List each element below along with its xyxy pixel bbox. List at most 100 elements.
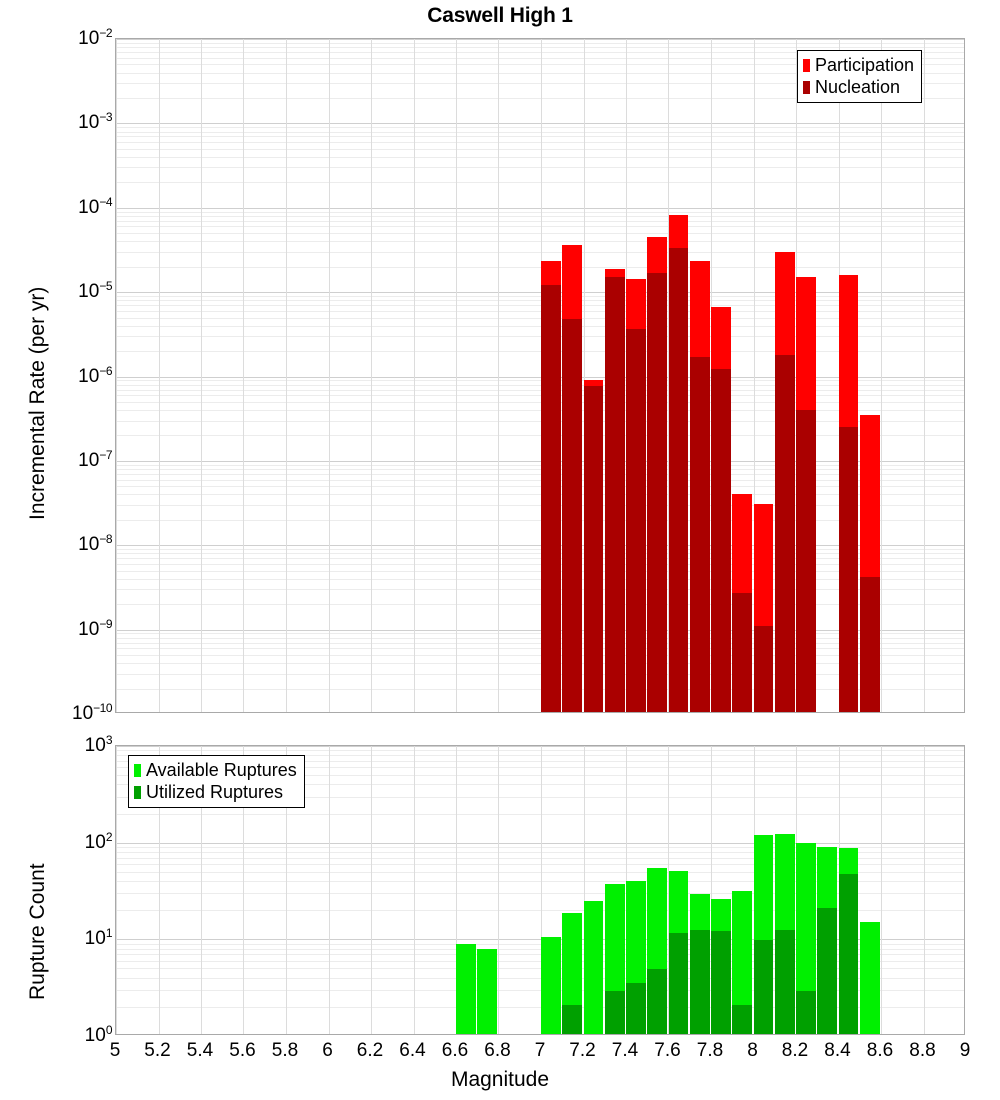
- gridline-major: [116, 629, 964, 631]
- y-tick-top: 10−8: [78, 532, 112, 556]
- y-tick-top: 10−6: [78, 363, 112, 387]
- gridline-minor: [116, 968, 964, 970]
- bar: [859, 39, 880, 712]
- bar: [796, 746, 816, 1034]
- bar-segment-inner: [796, 409, 816, 712]
- x-tick: 6.4: [399, 1040, 426, 1061]
- gridline-vertical: [286, 746, 287, 1034]
- gridline-minor: [116, 960, 964, 962]
- bar: [753, 746, 774, 1034]
- legend-label-available-ruptures: Available Ruptures: [146, 760, 297, 780]
- gridline-minor: [116, 226, 964, 228]
- x-tick: 6.6: [441, 1040, 469, 1061]
- legend-label-participation: Participation: [815, 55, 915, 75]
- bar: [583, 746, 604, 1034]
- gridline-minor: [116, 127, 964, 129]
- bar-segment-inner: [604, 990, 625, 1034]
- bar-segment-outer: [541, 937, 561, 1034]
- gridline-vertical: [159, 746, 160, 1034]
- gridline-minor: [116, 977, 964, 979]
- bottom-y-axis-title: Rupture Count: [26, 863, 49, 1000]
- gridline-major: [116, 207, 964, 209]
- bar-segment-inner: [626, 982, 646, 1034]
- gridline-major: [116, 545, 964, 547]
- y-tick-top: 10−7: [78, 447, 112, 472]
- bar-segment-inner: [604, 276, 625, 712]
- gridline-minor: [116, 479, 964, 481]
- gridline-minor: [116, 384, 964, 386]
- gridline-minor: [116, 251, 964, 253]
- gridline-minor: [116, 648, 964, 650]
- x-tick: 6.2: [356, 1040, 384, 1061]
- bar: [732, 39, 752, 712]
- gridline-vertical: [116, 746, 117, 1034]
- gridline-vertical: [584, 746, 585, 1034]
- gridline-minor: [116, 469, 964, 471]
- gridline-minor: [116, 989, 964, 991]
- x-tick: 7.6: [654, 1040, 681, 1061]
- y-axis-ticks: 10−2 10−3 10−4 10−5 10−6 10−7 10−8 10−9 10−10 103…: [0, 0, 113, 1100]
- bar: [732, 746, 752, 1034]
- gridline-minor: [116, 401, 964, 403]
- bar-segment-inner: [711, 369, 731, 712]
- bar-segment-outer: [796, 842, 816, 1034]
- bar: [689, 746, 710, 1034]
- gridline-vertical: [329, 746, 330, 1034]
- gridline-minor: [116, 336, 964, 338]
- bar-segment-outer: [562, 912, 582, 1034]
- gridline-vertical: [159, 39, 160, 712]
- bar: [838, 746, 859, 1034]
- available-ruptures-swatch-icon: [134, 763, 141, 777]
- gridline-vertical: [371, 746, 372, 1034]
- x-tick: 5: [109, 1040, 121, 1061]
- bars-bottom: [116, 746, 964, 1034]
- gridline-vertical: [711, 746, 712, 1034]
- gridline-minor: [116, 553, 964, 555]
- gridline-minor: [116, 136, 964, 138]
- gridline-minor: [116, 486, 964, 488]
- y-tick-top: 10−2: [78, 25, 112, 50]
- gridline-minor: [116, 266, 964, 268]
- bar-segment-outer: [859, 921, 880, 1034]
- bar: [477, 746, 497, 1034]
- gridline-minor: [116, 852, 964, 854]
- bar-segment-outer: [583, 900, 604, 1034]
- gridline-minor: [116, 295, 964, 297]
- gridline-minor: [116, 750, 964, 752]
- gridline-minor: [116, 954, 964, 956]
- gridline-minor: [116, 519, 964, 521]
- bar-segment-inner: [774, 929, 795, 1034]
- gridline-minor: [116, 220, 964, 222]
- legend-rupture-count: Available Ruptures Utilized Ruptures: [128, 755, 305, 808]
- bar: [817, 746, 837, 1034]
- x-tick: 8.4: [824, 1040, 851, 1061]
- gridline-vertical: [881, 39, 882, 712]
- x-tick: 5.2: [144, 1040, 171, 1061]
- bar: [796, 39, 816, 712]
- gridline-vertical: [584, 39, 585, 712]
- gridline-minor: [116, 473, 964, 475]
- gridline-minor: [116, 813, 964, 815]
- gridline-minor: [116, 142, 964, 144]
- gridline-minor: [116, 410, 964, 412]
- bar: [541, 39, 561, 712]
- gridline-minor: [116, 893, 964, 895]
- bar: [583, 39, 604, 712]
- gridline-minor: [116, 182, 964, 184]
- gridline-minor: [116, 215, 964, 217]
- gridline-minor: [116, 604, 964, 606]
- rupture-count-plot: [115, 745, 965, 1035]
- gridline-minor: [116, 325, 964, 327]
- gridline-vertical: [371, 39, 372, 712]
- gridline-vertical: [116, 39, 117, 712]
- y-tick-top: 10−3: [78, 110, 112, 134]
- gridline-minor: [116, 167, 964, 169]
- gridline-major: [116, 292, 964, 294]
- bar-segment-inner: [817, 908, 837, 1034]
- bar-segment-inner: [647, 969, 667, 1034]
- gridline-minor: [116, 655, 964, 657]
- bar-segment-inner: [859, 576, 880, 712]
- gridline-minor: [116, 578, 964, 580]
- legend-label-utilized-ruptures: Utilized Ruptures: [146, 782, 284, 802]
- x-tick: 5.8: [271, 1040, 299, 1061]
